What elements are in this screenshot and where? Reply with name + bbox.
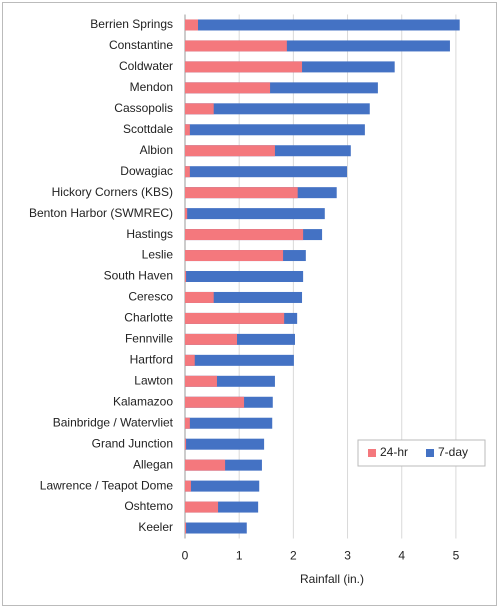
y-tick-label: Leslie (142, 248, 174, 262)
y-tick-label: Fennville (125, 332, 173, 346)
legend-swatch (426, 449, 434, 457)
bar (185, 103, 214, 115)
y-tick-label: Allegan (133, 457, 173, 471)
bar (185, 396, 245, 408)
legend-label: 24-hr (380, 445, 408, 459)
y-tick-label: Dowagiac (120, 164, 173, 178)
x-tick-label: 2 (290, 549, 297, 563)
legend-label: 7-day (438, 445, 468, 459)
bar (185, 187, 298, 199)
bar (185, 271, 187, 282)
bar (185, 19, 460, 31)
x-tick-label: 0 (182, 549, 189, 563)
y-tick-label: Kalamazoo (113, 394, 173, 408)
bar (185, 459, 226, 471)
bar (185, 208, 188, 220)
y-tick-label: Bainbridge / Watervliet (53, 415, 174, 429)
bar (185, 61, 303, 73)
bar (185, 438, 187, 450)
bar (185, 166, 348, 178)
bar (185, 145, 275, 157)
bar (185, 229, 304, 241)
y-tick-label: Albion (140, 143, 173, 157)
bar (185, 501, 219, 513)
bar (185, 438, 265, 450)
y-tick-label: Lawton (134, 373, 173, 387)
y-tick-label: Keeler (138, 520, 173, 534)
bar (185, 522, 187, 534)
bar (185, 354, 195, 366)
y-tick-label: Lawrence / Teapot Dome (40, 478, 174, 492)
legend-box (357, 439, 486, 467)
y-tick-label: Grand Junction (92, 436, 173, 450)
y-tick-label: Benton Harbor (SWMREC) (29, 206, 173, 220)
y-tick-label: Mendon (130, 80, 173, 94)
y-tick-label: South Haven (104, 269, 173, 283)
bar (185, 82, 378, 94)
y-tick-label: Hartford (130, 353, 173, 367)
bar (185, 271, 304, 282)
bar (185, 480, 260, 492)
bar (185, 375, 275, 387)
bar (185, 250, 284, 262)
x-axis-label: Rainfall (in.) (300, 572, 364, 586)
bar (185, 40, 287, 52)
y-tick-label: Berrien Springs (90, 17, 173, 31)
y-tick-label: Scottdale (123, 122, 173, 136)
bar (185, 291, 303, 303)
bar (185, 124, 365, 136)
bar (185, 291, 214, 303)
y-tick-label: Coldwater (119, 59, 173, 73)
y-tick-label: Charlotte (124, 311, 173, 325)
bar (185, 82, 271, 94)
bar (185, 166, 190, 178)
bar (185, 501, 259, 513)
bar (185, 522, 247, 534)
x-tick-label: 5 (453, 549, 460, 563)
bar (185, 312, 285, 324)
x-tick-label: 3 (344, 549, 351, 563)
y-tick-label: Constantine (109, 38, 173, 52)
bar (185, 417, 190, 429)
legend-swatch (368, 449, 376, 457)
x-tick-label: 1 (236, 549, 243, 563)
y-tick-label: Ceresco (128, 290, 173, 304)
bar (185, 375, 217, 387)
x-tick-label: 4 (398, 549, 405, 563)
y-tick-label: Hastings (126, 227, 173, 241)
bar (185, 354, 294, 366)
y-tick-label: Hickory Corners (KBS) (52, 185, 173, 199)
bar (185, 19, 199, 31)
bar (185, 333, 295, 345)
bar (185, 103, 370, 115)
bar (185, 208, 325, 220)
bar (185, 124, 190, 136)
bar (185, 417, 273, 429)
bar (185, 480, 191, 492)
y-tick-label: Oshtemo (124, 499, 173, 513)
y-tick-label: Cassopolis (114, 101, 173, 115)
bar (185, 333, 238, 345)
bar (185, 40, 450, 52)
